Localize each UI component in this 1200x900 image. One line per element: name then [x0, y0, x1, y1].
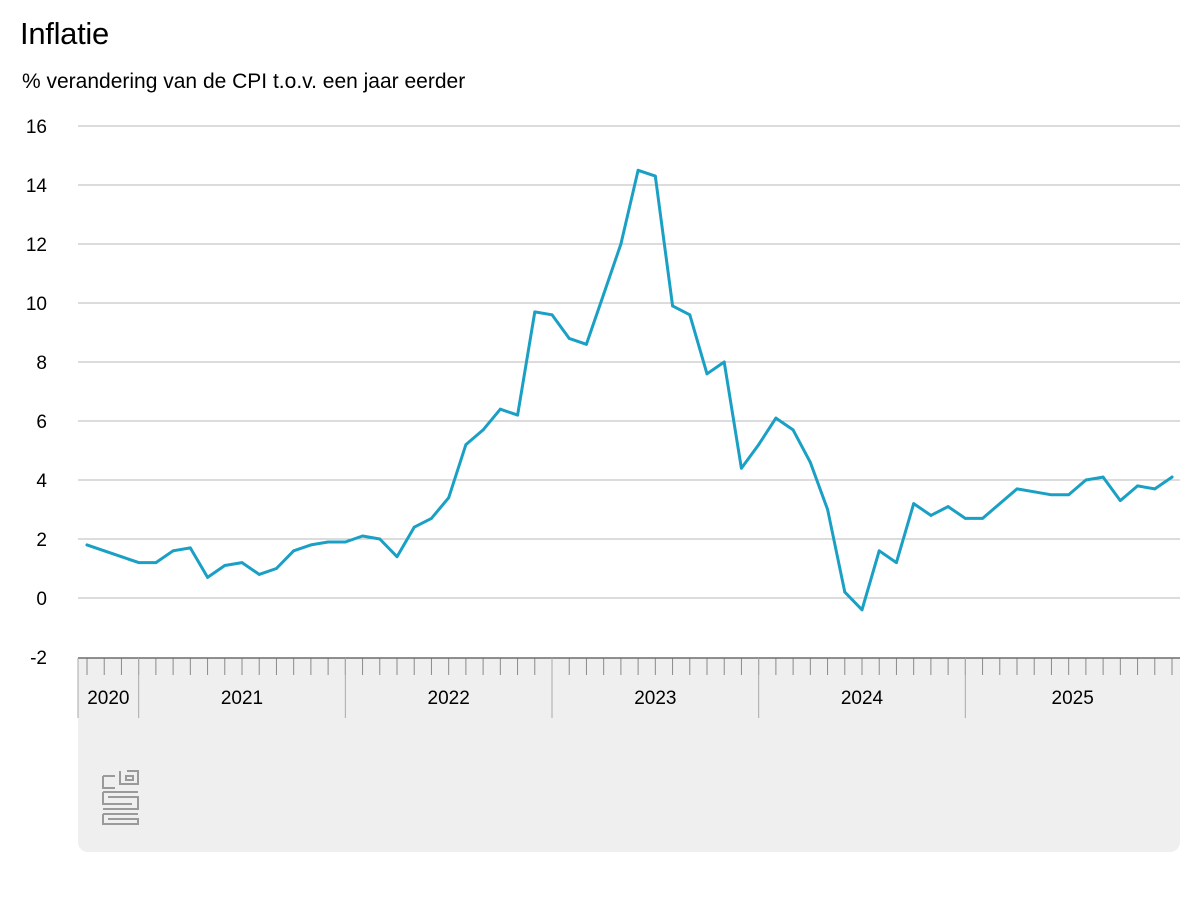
year-label: 2024	[841, 688, 884, 709]
gridlines	[78, 125, 1180, 599]
data-point	[808, 460, 812, 464]
data-point	[326, 540, 330, 544]
y-tick-label: 16	[26, 117, 47, 138]
data-point	[240, 561, 244, 564]
data-point	[498, 407, 502, 411]
data-point	[137, 561, 141, 564]
data-point	[550, 313, 554, 317]
chart-subtitle: % verandering van de CPI t.o.v. een jaar…	[22, 70, 466, 93]
data-point	[791, 428, 795, 432]
data-point	[981, 516, 984, 520]
y-tick-label: 12	[26, 235, 47, 256]
data-point	[671, 304, 674, 308]
data-point	[188, 546, 192, 550]
data-point	[998, 502, 1002, 505]
y-tick-label: 2	[36, 530, 47, 551]
y-tick-label: 0	[36, 589, 47, 610]
data-point	[154, 561, 158, 564]
data-point	[447, 496, 451, 500]
data-point	[223, 564, 227, 567]
data-point	[1136, 484, 1139, 488]
cbs-logo-icon	[102, 770, 139, 825]
data-point	[430, 516, 433, 520]
data-point	[653, 174, 657, 178]
data-point	[206, 575, 209, 579]
data-point	[946, 505, 950, 508]
y-tick-label: 6	[36, 412, 47, 433]
data-point	[1067, 493, 1071, 497]
y-tick-label: 14	[26, 176, 48, 197]
data-point	[516, 413, 519, 417]
data-point	[1101, 475, 1105, 479]
x-axis-ticks	[78, 657, 1180, 675]
data-point	[843, 590, 847, 594]
data-point	[963, 516, 967, 520]
data-point	[120, 555, 123, 559]
y-axis-ticks: -2 0 2 4 6 8 10 12 14 16	[26, 117, 48, 669]
y-tick-label: 4	[36, 471, 47, 492]
year-label: 2020	[87, 688, 129, 709]
data-point	[257, 573, 261, 576]
data-point	[929, 514, 933, 517]
data-point	[826, 508, 829, 511]
data-point	[1032, 490, 1036, 494]
data-point	[85, 543, 89, 547]
data-point	[636, 168, 640, 172]
data-point	[533, 310, 537, 314]
data-point	[1050, 493, 1053, 497]
data-point	[1153, 487, 1157, 491]
year-label: 2023	[634, 688, 676, 709]
data-point	[361, 534, 364, 538]
axis-band	[78, 658, 1180, 852]
data-point	[309, 543, 313, 547]
data-point	[619, 242, 623, 246]
data-point	[585, 342, 588, 346]
data-point	[722, 360, 726, 364]
year-label: 2025	[1052, 688, 1094, 709]
y-tick-label: -2	[30, 648, 47, 669]
data-point	[464, 443, 468, 446]
year-label: 2022	[428, 688, 470, 709]
data-point	[481, 428, 485, 432]
data-point	[688, 313, 692, 317]
data-point	[412, 525, 416, 529]
data-point	[602, 292, 606, 296]
data-point	[102, 549, 106, 553]
data-point	[757, 443, 761, 446]
data-point	[1015, 487, 1019, 491]
data-point	[774, 416, 778, 420]
data-point	[395, 555, 399, 559]
series-points	[85, 168, 1174, 612]
series-line	[85, 168, 1174, 612]
data-point	[912, 502, 916, 505]
y-tick-label: 10	[26, 294, 47, 315]
year-label: 2021	[221, 688, 263, 709]
chart-title: Inflatie	[20, 16, 109, 51]
data-point	[860, 608, 864, 612]
data-point	[1118, 499, 1122, 503]
data-point	[740, 466, 743, 470]
data-point	[895, 561, 898, 564]
y-tick-label: 8	[36, 353, 47, 374]
data-point	[171, 549, 175, 553]
data-point	[1084, 478, 1088, 482]
data-point	[705, 372, 709, 376]
data-point	[343, 540, 347, 544]
data-point	[567, 337, 571, 340]
data-point	[877, 549, 881, 553]
data-point	[1170, 475, 1174, 479]
data-point	[292, 549, 296, 553]
data-point	[275, 567, 278, 570]
axis-band-top	[78, 658, 1180, 678]
data-point	[378, 537, 382, 541]
x-axis-year-labels: 2020 2021 2022 2023 2024 2025	[77, 658, 1094, 718]
